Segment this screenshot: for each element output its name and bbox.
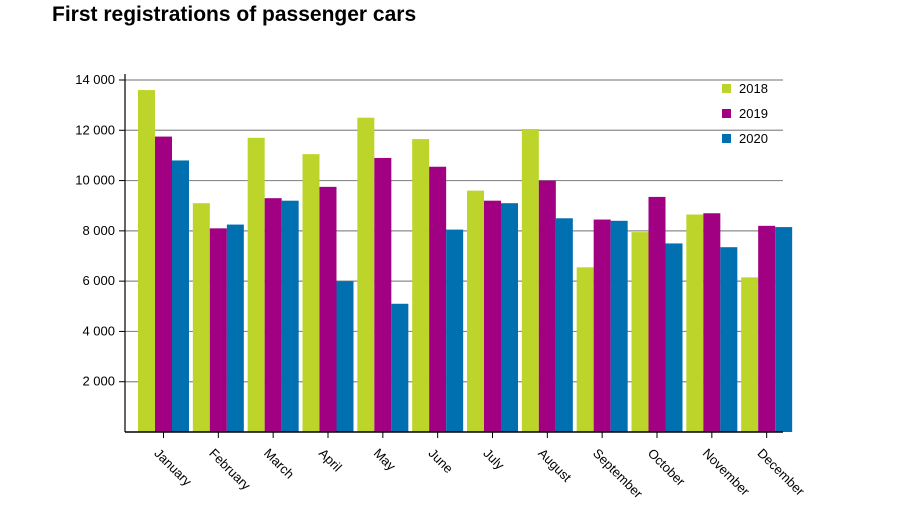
bar-2019-july [484, 200, 501, 432]
y-tick-label: 14 000 [75, 72, 115, 87]
bar-2018-april [302, 154, 320, 432]
legend-label-2019: 2019 [739, 106, 768, 121]
y-tick-label: 2 000 [82, 374, 115, 389]
bar-2019-october [648, 196, 666, 432]
bar-2020-march [281, 200, 299, 432]
bar-2019-march [264, 198, 282, 432]
x-tick-label: July [480, 446, 507, 473]
bar-2020-may [391, 303, 409, 432]
bar-2020-august [555, 218, 573, 432]
bar-2020-july [501, 203, 518, 432]
bar-2018-may [357, 117, 375, 432]
bar-2018-september [576, 267, 594, 432]
bar-2020-september [610, 220, 628, 432]
bar-2019-september [593, 219, 611, 432]
bar-2018-november [686, 214, 704, 432]
x-tick-label: May [371, 446, 399, 474]
bar-2018-october [631, 232, 649, 432]
bar-2018-february [192, 203, 210, 432]
y-tick-label: 8 000 [82, 223, 115, 238]
y-tick-label: 4 000 [82, 323, 115, 338]
x-tick-label: October [645, 446, 689, 490]
x-tick-label: April [316, 446, 345, 475]
chart-title: First registrations of passenger cars [52, 3, 417, 26]
bar-2018-december [741, 277, 759, 432]
bar-2019-june [429, 166, 447, 432]
bars-layer [138, 90, 793, 433]
bar-2020-february [226, 224, 244, 432]
x-tick-label: November [700, 446, 753, 499]
bar-2020-december [775, 227, 793, 432]
x-tick-label: March [261, 446, 297, 482]
bar-2020-june [446, 229, 464, 432]
x-tick-label: February [206, 446, 254, 494]
y-tick-label: 6 000 [82, 273, 115, 288]
bar-2019-february [209, 228, 227, 432]
bar-2019-january [155, 136, 172, 433]
bar-2019-april [319, 186, 337, 432]
bar-2018-march [247, 137, 265, 433]
legend-label-2020: 2020 [739, 131, 768, 146]
y-tick-label: 12 000 [75, 122, 115, 137]
bar-2019-may [374, 157, 392, 432]
bar-2020-january [172, 160, 189, 432]
legend: 2018 2019 2020 [722, 81, 768, 146]
bar-2019-august [538, 180, 556, 432]
bar-2020-november [720, 247, 738, 432]
bar-2018-january [138, 90, 155, 433]
x-tick-label: June [426, 446, 457, 477]
legend-swatch-2020 [722, 134, 731, 143]
bar-2018-august [521, 129, 539, 432]
x-tick-label: September [590, 446, 646, 502]
bar-2020-october [665, 243, 683, 432]
bar-2019-december [758, 225, 776, 432]
legend-label-2018: 2018 [739, 81, 768, 96]
x-tick-label: December [755, 446, 808, 499]
bar-2018-june [412, 139, 430, 433]
legend-swatch-2018 [722, 84, 731, 93]
y-tick-label: 10 000 [75, 173, 115, 188]
bar-2020-april [336, 281, 354, 432]
x-tick-label: January [151, 446, 195, 490]
bar-2019-november [703, 213, 721, 432]
bar-2018-july [467, 190, 484, 432]
x-tick-label: August [535, 446, 574, 485]
legend-swatch-2019 [722, 109, 731, 118]
